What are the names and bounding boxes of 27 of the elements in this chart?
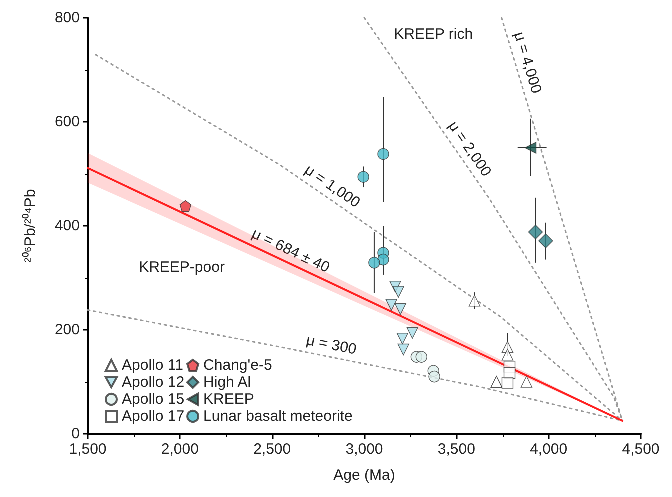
legend-label: Apollo 17 xyxy=(122,408,185,425)
y-tick-label: 600 xyxy=(54,114,80,130)
y-tick-label: 800 xyxy=(54,10,80,26)
legend-label: Chang'e-5 xyxy=(204,357,272,374)
legend-label: Lunar basalt meteorite xyxy=(204,408,353,425)
x-tick-label: 2,500 xyxy=(254,441,292,458)
text: μ = 300 xyxy=(305,332,358,358)
annotation: KREEP-poor xyxy=(139,259,225,276)
legend-label: High Al xyxy=(204,374,252,391)
legend-label: Apollo 12 xyxy=(122,374,185,391)
legend-label: KREEP xyxy=(204,391,254,408)
x-tick-label: 3,000 xyxy=(346,441,384,458)
x-tick-label: 4,000 xyxy=(530,441,568,458)
x-axis-title: Age (Ma) xyxy=(334,467,396,484)
x-tick-label: 4,500 xyxy=(622,441,660,458)
x-tick-label: 3,500 xyxy=(438,441,476,458)
legend-label: Apollo 11 xyxy=(122,357,184,374)
y-tick-label: 0 xyxy=(72,426,80,442)
x-tick-label: 1,500 xyxy=(69,441,107,458)
x-tick-label: 2,000 xyxy=(161,441,199,458)
y-tick-label: 400 xyxy=(54,218,80,234)
annotation: KREEP rich xyxy=(394,26,474,44)
text: μ = 4,000 xyxy=(510,30,546,96)
text: μ = 684 ± 40 xyxy=(249,225,332,277)
y-tick-label: 200 xyxy=(54,322,80,338)
legend-label: Apollo 15 xyxy=(122,391,185,408)
y-axis-title: ²⁰⁶Pb/²⁰⁴Pb xyxy=(22,189,39,263)
